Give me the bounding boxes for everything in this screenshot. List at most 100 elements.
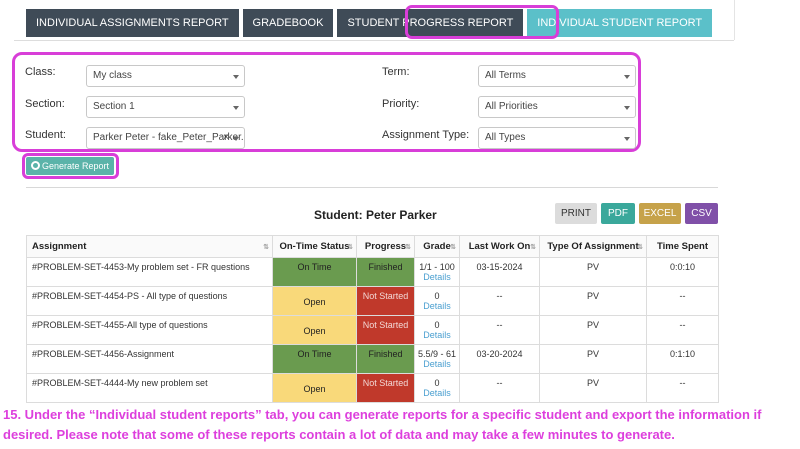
print-button[interactable]: PRINT: [555, 203, 597, 224]
student-select-value: Parker Peter - fake_Peter_Parker...: [93, 132, 245, 143]
grade-value: 0: [434, 320, 440, 330]
table-row: #PROBLEM-SET-4453-My problem set - FR qu…: [26, 257, 719, 287]
table-row: #PROBLEM-SET-4456-Assignment On Time Fin…: [26, 344, 719, 374]
generate-report-label: Generate Report: [41, 161, 110, 171]
assignment-cell: #PROBLEM-SET-4454-PS - All type of quest…: [26, 286, 273, 316]
class-select-value: My class: [93, 70, 132, 81]
section-divider: [26, 187, 718, 188]
status-cell: Open: [272, 315, 357, 345]
term-label: Term:: [382, 66, 410, 78]
chevron-down-icon: [624, 75, 630, 79]
pdf-button[interactable]: PDF: [601, 203, 635, 224]
column-header-on-time-status[interactable]: On-Time Status ⇅: [272, 235, 357, 258]
last-work-cell: 03-15-2024: [459, 257, 540, 287]
term-select[interactable]: All Terms: [478, 65, 636, 87]
panel-border: [734, 0, 735, 40]
sort-icon: ⇅: [450, 244, 456, 251]
progress-cell: Finished: [356, 257, 415, 287]
grade-value: 0: [434, 291, 440, 301]
priority-label: Priority:: [382, 98, 420, 110]
grade-cell: 5.5/9 - 61 Details: [414, 344, 460, 374]
details-link[interactable]: Details: [423, 301, 451, 311]
column-header-assignment[interactable]: Assignment ⇅: [26, 235, 273, 258]
grade-value: 1/1 - 100: [419, 262, 455, 272]
last-work-cell: 03-20-2024: [459, 344, 540, 374]
type-cell: PV: [539, 286, 647, 316]
class-label: Class:: [25, 66, 56, 78]
last-work-cell: --: [459, 315, 540, 345]
chevron-down-icon: [233, 106, 239, 110]
sort-icon: ⇅: [530, 244, 536, 251]
assignment-type-select-value: All Types: [485, 132, 526, 143]
table-header-row: Assignment ⇅ On-Time Status ⇅ Progress ⇅ Gr…: [26, 235, 719, 258]
sort-icon: ⇅: [263, 244, 269, 251]
time-cell: --: [646, 315, 719, 345]
chevron-down-icon: [233, 75, 239, 79]
grade-cell: 0 Details: [414, 315, 460, 345]
student-name-heading: Student: Peter Parker: [314, 208, 437, 222]
chevron-down-icon: [624, 137, 630, 141]
tab-individual-assignments-report[interactable]: INDIVIDUAL ASSIGNMENTS REPORT: [26, 9, 239, 37]
progress-cell: Not Started: [356, 286, 415, 316]
progress-cell: Finished: [356, 344, 415, 374]
grade-cell: 0 Details: [414, 373, 460, 403]
sort-icon: ⇅: [347, 244, 353, 251]
class-select[interactable]: My class: [86, 65, 245, 87]
time-cell: --: [646, 373, 719, 403]
tabs-divider: [14, 40, 734, 41]
status-cell: Open: [272, 373, 357, 403]
details-link[interactable]: Details: [423, 388, 451, 398]
csv-button[interactable]: CSV: [685, 203, 718, 224]
section-label: Section:: [25, 98, 65, 110]
student-label: Student:: [25, 129, 66, 141]
excel-button[interactable]: EXCEL: [639, 203, 681, 224]
assignment-type-label: Assignment Type:: [382, 129, 470, 141]
instruction-caption: 15. Under the “Individual student report…: [3, 407, 762, 442]
section-select-value: Section 1: [93, 101, 135, 112]
type-cell: PV: [539, 373, 647, 403]
sort-icon: ⇅: [637, 244, 643, 251]
priority-select[interactable]: All Priorities: [478, 96, 636, 118]
progress-cell: Not Started: [356, 315, 415, 345]
clear-icon[interactable]: ×: [223, 132, 229, 143]
generate-report-button[interactable]: Generate Report: [26, 157, 114, 175]
last-work-cell: --: [459, 286, 540, 316]
generate-highlight-annotation: [22, 153, 119, 179]
grade-cell: 1/1 - 100 Details: [414, 257, 460, 287]
assignment-cell: #PROBLEM-SET-4455-All type of questions: [26, 315, 273, 345]
assignment-cell: #PROBLEM-SET-4456-Assignment: [26, 344, 273, 374]
details-link[interactable]: Details: [423, 359, 451, 369]
column-header-last-work-on[interactable]: Last Work On ⇅: [459, 235, 540, 258]
column-header-type-of-assignment[interactable]: Type Of Assignment ⇅: [539, 235, 647, 258]
table-row: #PROBLEM-SET-4454-PS - All type of quest…: [26, 286, 719, 316]
tab-student-progress-report[interactable]: STUDENT PROGRESS REPORT: [337, 9, 524, 37]
assignment-type-select[interactable]: All Types: [478, 127, 636, 149]
column-header-progress[interactable]: Progress ⇅: [356, 235, 415, 258]
priority-select-value: All Priorities: [485, 101, 538, 112]
time-cell: 0:1:10: [646, 344, 719, 374]
tab-highlight-annotation: [405, 5, 559, 39]
report-table: Assignment ⇅ On-Time Status ⇅ Progress ⇅ Gr…: [26, 235, 719, 403]
grade-value: 0: [434, 378, 440, 388]
assignment-cell: #PROBLEM-SET-4453-My problem set - FR qu…: [26, 257, 273, 287]
report-tabs: INDIVIDUAL ASSIGNMENTS REPORT GRADEBOOK …: [26, 9, 713, 37]
column-header-time-spent[interactable]: Time Spent: [646, 235, 719, 258]
chevron-down-icon: [233, 137, 239, 141]
grade-value: 5.5/9 - 61: [417, 349, 457, 359]
sort-icon: ⇅: [405, 244, 411, 251]
grade-cell: 0 Details: [414, 286, 460, 316]
assignment-cell: #PROBLEM-SET-4444-My new problem set: [26, 373, 273, 403]
term-select-value: All Terms: [485, 70, 526, 81]
status-cell: Open: [272, 286, 357, 316]
column-header-grade[interactable]: Grade ⇅: [414, 235, 460, 258]
time-cell: 0:0:10: [646, 257, 719, 287]
gear-icon: [30, 161, 40, 170]
section-select[interactable]: Section 1: [86, 96, 245, 118]
student-select[interactable]: Parker Peter - fake_Peter_Parker... ×: [86, 127, 245, 149]
details-link[interactable]: Details: [423, 330, 451, 340]
type-cell: PV: [539, 257, 647, 287]
details-link[interactable]: Details: [423, 272, 451, 282]
table-row: #PROBLEM-SET-4455-All type of questions …: [26, 315, 719, 345]
time-cell: --: [646, 286, 719, 316]
tab-gradebook[interactable]: GRADEBOOK: [242, 9, 334, 37]
